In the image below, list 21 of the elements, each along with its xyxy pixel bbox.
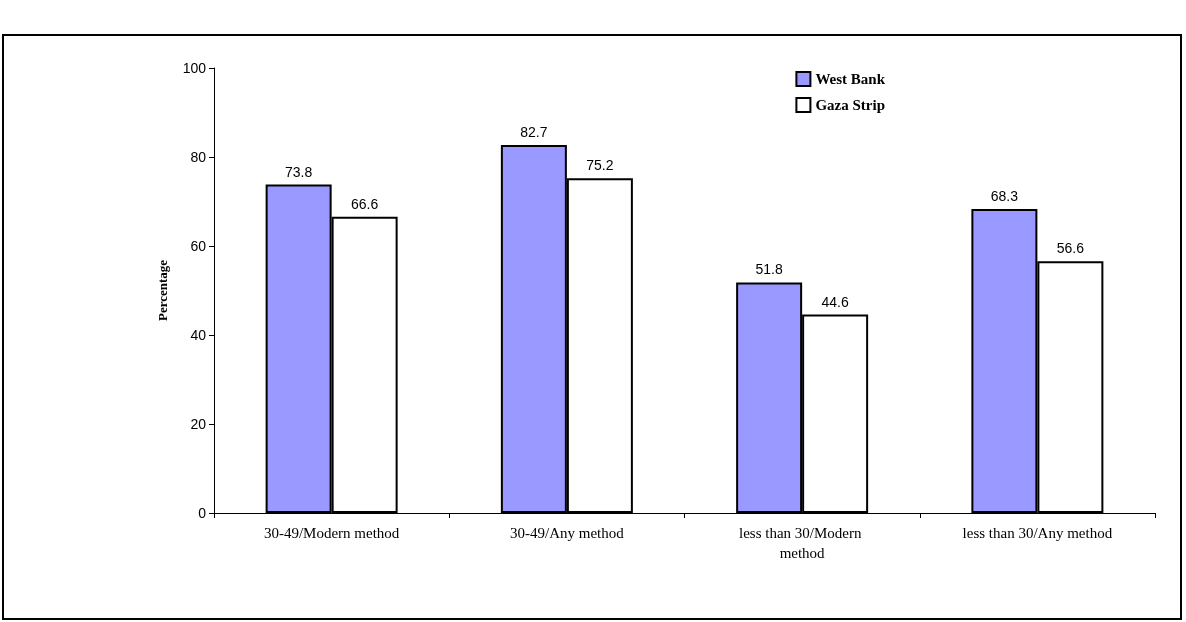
data-label: 68.3 [990, 188, 1019, 205]
x-tick-label: 30-49/Modern method [263, 525, 400, 541]
y-tick-label: 100 [182, 60, 207, 76]
data-label: 51.8 [755, 261, 783, 278]
data-label: 44.6 [821, 293, 849, 310]
legend-label: Gaza Strip [815, 97, 885, 113]
x-tick-label: less than 30/Any method [962, 525, 1113, 541]
y-tick-label: 20 [190, 416, 207, 432]
data-label: 75.2 [586, 157, 614, 174]
data-label: 73.8 [285, 163, 313, 180]
y-tick-label: 60 [190, 238, 207, 254]
x-tick-label: less than 30/Modern method [739, 525, 866, 561]
legend-label: West Bank [815, 71, 886, 87]
y-axis-title: Percentage [155, 259, 170, 322]
data-label: 82.7 [520, 123, 548, 140]
data-label: 56.6 [1056, 240, 1085, 257]
y-tick-label: 40 [190, 327, 207, 343]
y-tick-label: 80 [190, 149, 207, 165]
y-tick-label: 0 [198, 505, 207, 521]
x-tick-label: 30-49/Any method [510, 525, 625, 541]
data-label: 66.6 [351, 195, 379, 212]
